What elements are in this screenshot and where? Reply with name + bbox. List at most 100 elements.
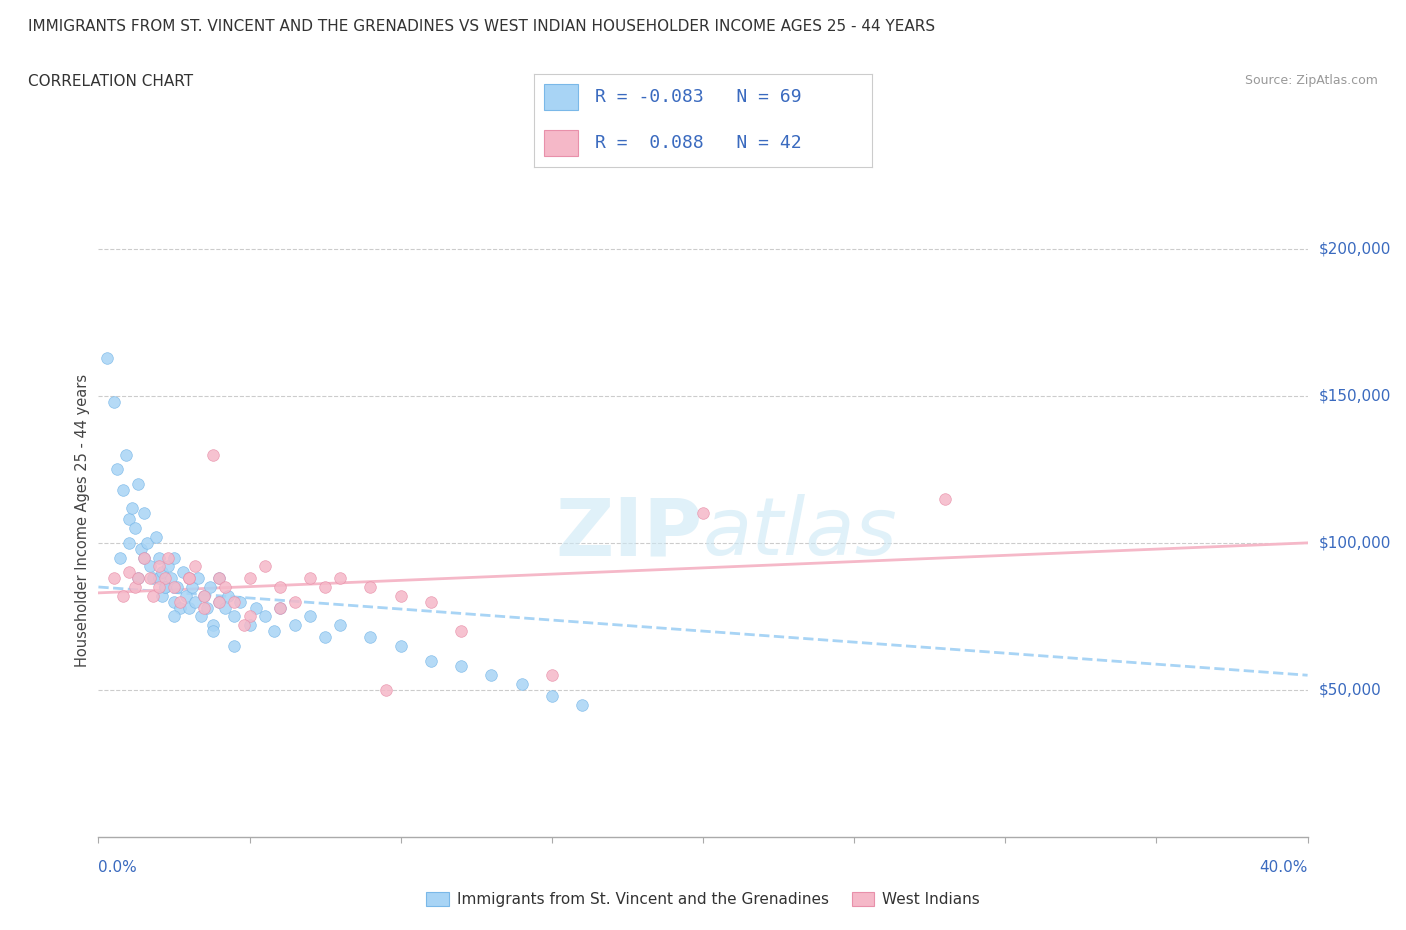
Point [540,688,562,703]
Point [153,579,176,594]
Point [174,589,197,604]
Point [239,571,262,586]
Point [148,559,170,574]
Point [200,579,222,594]
Point [299,609,322,624]
Point [224,594,246,609]
Text: $50,000: $50,000 [1319,683,1382,698]
Point [166,579,188,594]
Point [299,571,322,586]
Point [314,630,336,644]
Point [150,565,173,579]
Point [145,529,167,544]
Point [118,565,141,579]
Point [232,618,254,632]
Text: CORRELATION CHART: CORRELATION CHART [28,74,193,89]
Point [284,618,307,632]
Text: R = -0.083   N = 69: R = -0.083 N = 69 [595,87,801,106]
Point [195,600,218,615]
Point [510,677,533,692]
Point [160,571,183,586]
Text: 40.0%: 40.0% [1260,860,1308,875]
Point [184,594,207,609]
Point [193,600,215,615]
Point [148,551,170,565]
Point [481,668,503,683]
Point [193,589,215,604]
Point [135,536,157,551]
Text: ZIP: ZIP [555,495,703,573]
FancyBboxPatch shape [544,84,578,110]
Point [360,630,382,644]
Point [179,600,201,615]
Point [245,600,267,615]
Point [314,579,336,594]
Point [179,571,201,586]
Point [163,594,186,609]
Text: atlas: atlas [703,495,898,573]
Text: $100,000: $100,000 [1319,536,1391,551]
Point [163,609,186,624]
Point [239,618,262,632]
Point [127,476,149,491]
Point [163,579,186,594]
Point [208,594,231,609]
Point [121,500,143,515]
Point [214,579,236,594]
Point [224,638,246,653]
Point [190,609,212,624]
Point [156,551,179,565]
Point [450,659,472,674]
Point [114,447,136,462]
Point [193,589,215,604]
Point [148,579,170,594]
Point [118,512,141,526]
Point [127,571,149,586]
Point [214,600,236,615]
Point [150,589,173,604]
Y-axis label: Householder Income Ages 25 - 44 years: Householder Income Ages 25 - 44 years [75,374,90,668]
Point [269,600,291,615]
Point [187,571,209,586]
Point [132,551,155,565]
Point [105,462,128,477]
Text: R =  0.088   N = 42: R = 0.088 N = 42 [595,134,801,153]
Point [103,571,125,586]
Point [129,541,152,556]
Point [329,618,352,632]
Point [169,600,191,615]
Point [139,571,162,586]
Point [224,609,246,624]
Point [217,589,239,604]
Point [108,551,131,565]
Point [253,559,276,574]
Point [202,624,225,639]
Point [253,609,276,624]
Point [118,536,141,551]
Point [450,624,472,639]
Text: $200,000: $200,000 [1319,241,1391,257]
Point [111,483,134,498]
Point [329,571,352,586]
Point [96,350,118,365]
Point [124,579,146,594]
Point [153,571,176,586]
FancyBboxPatch shape [544,130,578,156]
Point [156,559,179,574]
Text: $150,000: $150,000 [1319,389,1391,404]
Point [269,600,291,615]
Point [169,594,191,609]
Point [389,589,412,604]
Point [127,571,149,586]
Point [184,559,207,574]
Point [208,571,231,586]
Text: Source: ZipAtlas.com: Source: ZipAtlas.com [1244,74,1378,87]
Point [142,589,165,604]
Point [172,565,194,579]
Point [269,579,291,594]
Point [420,594,443,609]
Point [208,594,231,609]
Point [148,571,170,586]
Point [202,618,225,632]
Point [571,698,593,712]
